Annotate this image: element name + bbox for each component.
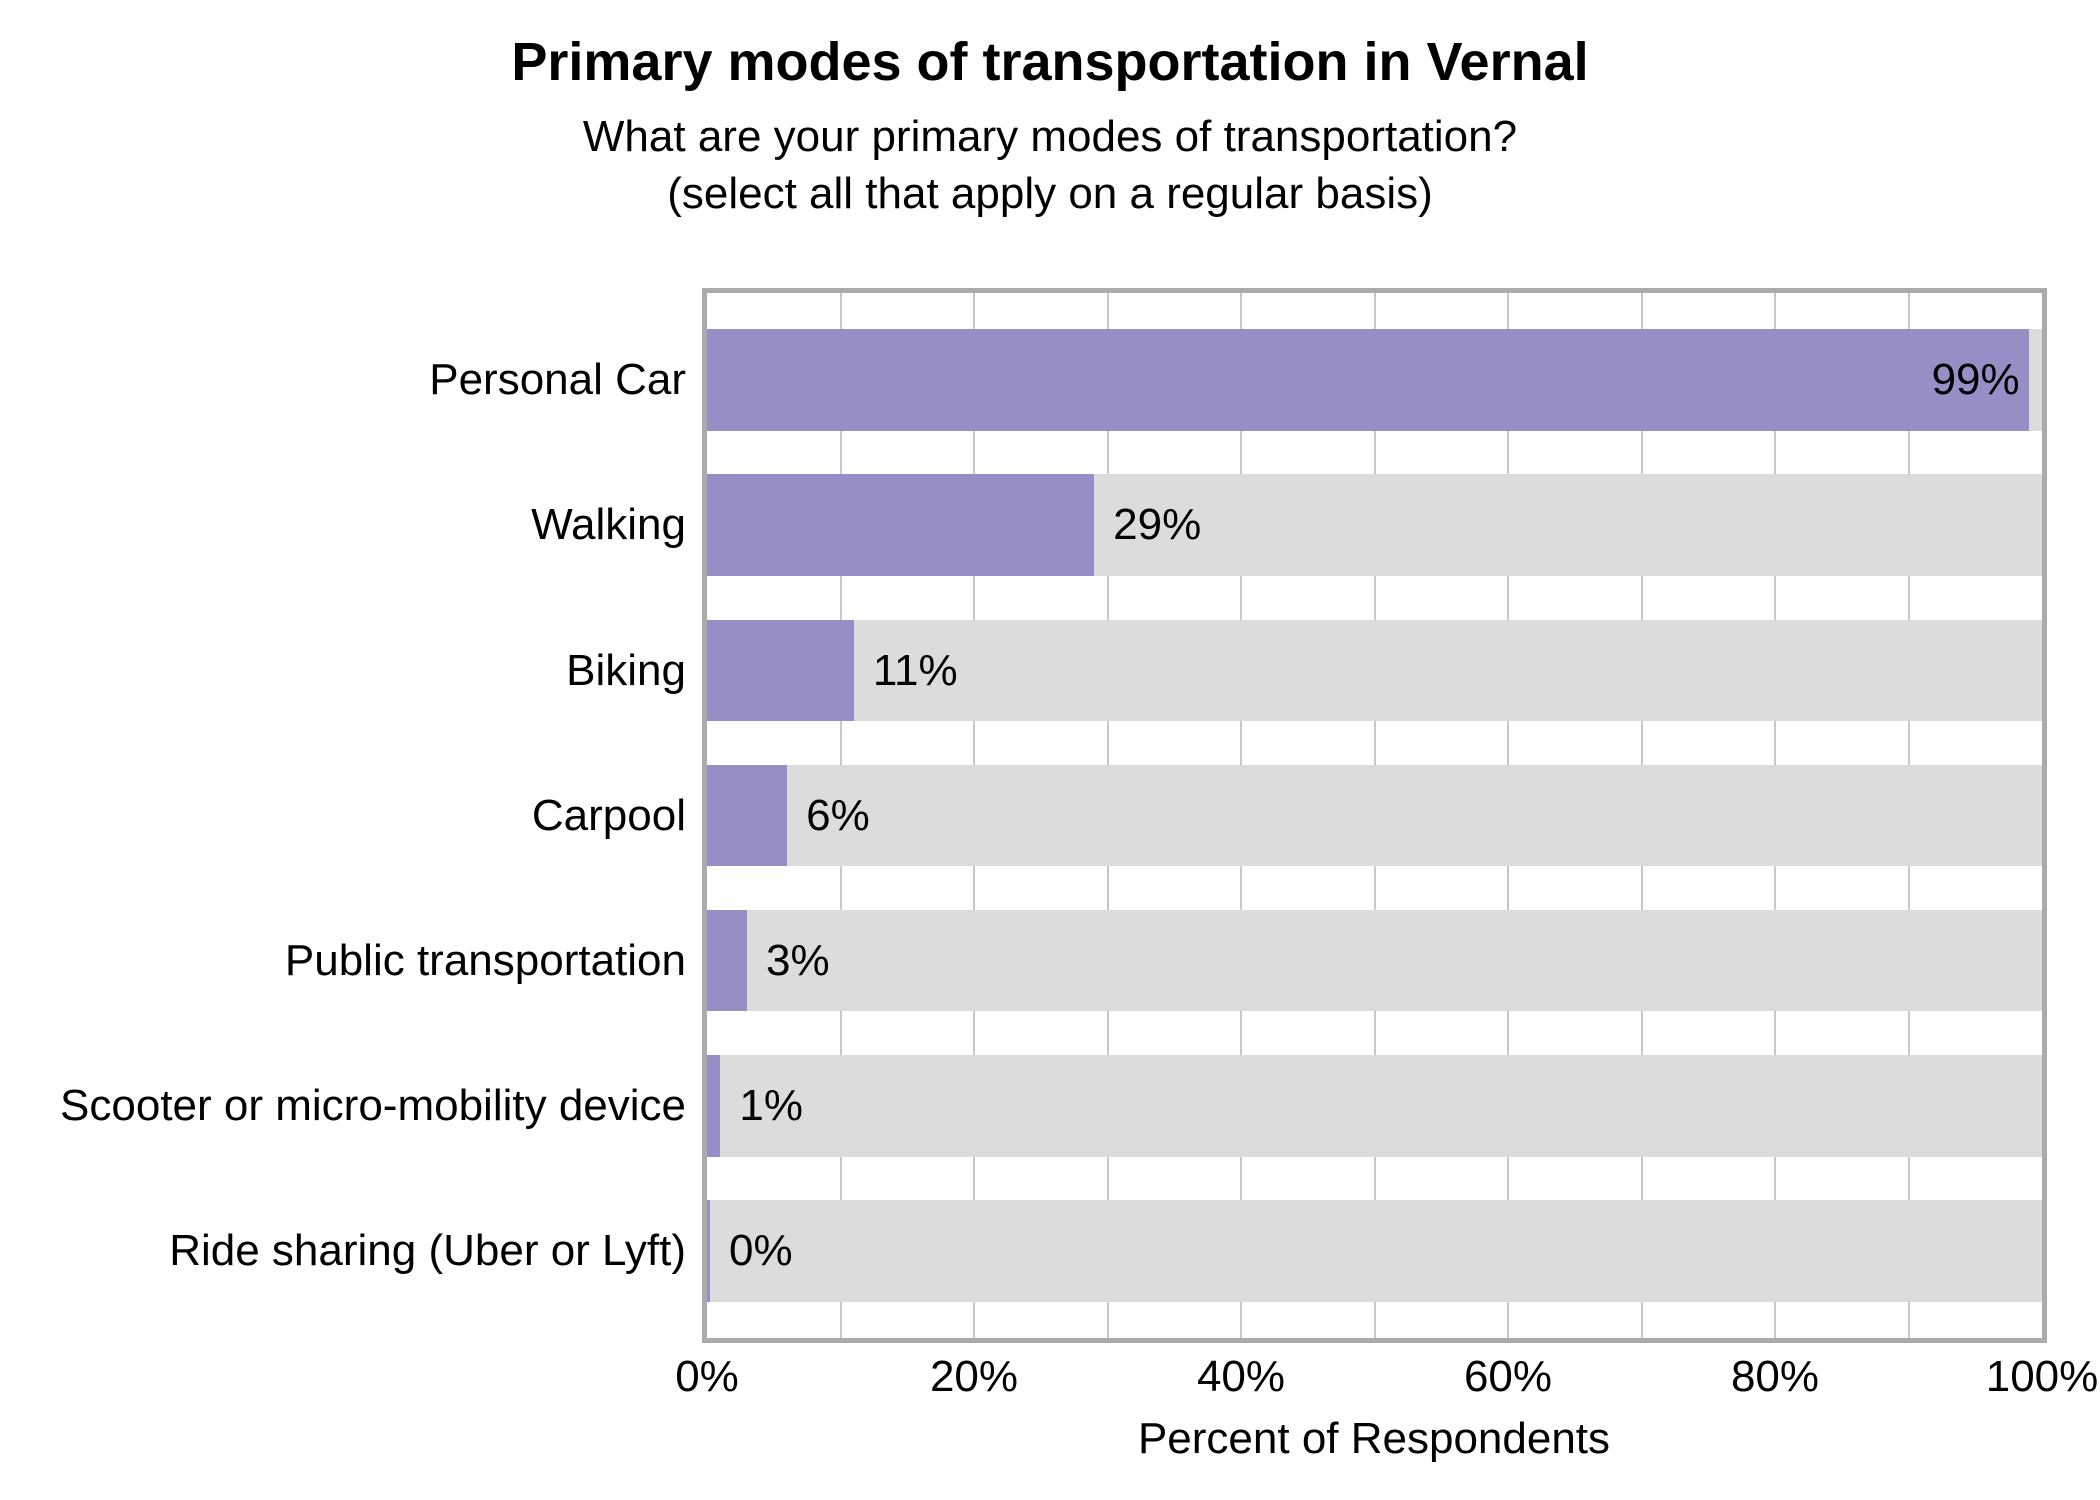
x-tick-label: 0% — [675, 1352, 739, 1401]
x-tick-label: 100% — [1985, 1352, 2099, 1401]
bar-track: 99% — [707, 329, 2042, 431]
y-axis-labels: Personal Car Walking Biking Carpool Public t… — [0, 0, 686, 1500]
x-tick-label: 20% — [929, 1352, 1019, 1401]
bar — [707, 909, 748, 1012]
chart-subtitle-line1: What are your primary modes of transport… — [582, 112, 1518, 161]
category-label: Scooter or micro-mobility device — [60, 1080, 686, 1130]
bar-track: 1% — [707, 1054, 2042, 1157]
bar — [707, 474, 1095, 577]
x-tick-label: 80% — [1730, 1352, 1820, 1401]
x-tick-label: 40% — [1196, 1352, 1286, 1401]
chart-title: Primary modes of transportation in Verna… — [511, 32, 1589, 92]
bar — [707, 1054, 721, 1157]
category-label: Walking — [531, 500, 686, 550]
bar-track: 3% — [707, 909, 2042, 1012]
value-label: 1% — [739, 1080, 803, 1130]
bar — [707, 619, 854, 722]
value-label: 6% — [806, 790, 870, 840]
chart-subtitle-line2: (select all that apply on a regular basi… — [667, 169, 1433, 218]
bar-track: 11% — [707, 619, 2042, 722]
category-label: Public transportation — [284, 935, 686, 985]
value-label: 99% — [1931, 355, 2020, 405]
bar — [707, 764, 788, 867]
value-label: 11% — [872, 645, 958, 695]
value-label: 0% — [729, 1226, 793, 1276]
bar — [707, 329, 2029, 431]
bar-track: 29% — [707, 474, 2042, 577]
value-label: 3% — [766, 935, 830, 985]
bar-track: 0% — [707, 1200, 2042, 1302]
bar-track: 6% — [707, 764, 2042, 867]
bar — [707, 1200, 710, 1302]
value-label: 29% — [1113, 500, 1202, 550]
category-label: Carpool — [531, 790, 686, 840]
category-label: Personal Car — [429, 355, 686, 405]
plot-area: 99% 29% 11% 6% 3% 1% 0% — [707, 293, 2042, 1338]
category-label: Biking — [566, 645, 686, 695]
x-tick-label: 60% — [1463, 1352, 1553, 1401]
category-label: Ride sharing (Uber or Lyft) — [169, 1226, 686, 1276]
chart-subtitle: What are your primary modes of transport… — [0, 108, 2100, 222]
x-axis-title: Percent of Respondents — [1137, 1414, 1611, 1463]
